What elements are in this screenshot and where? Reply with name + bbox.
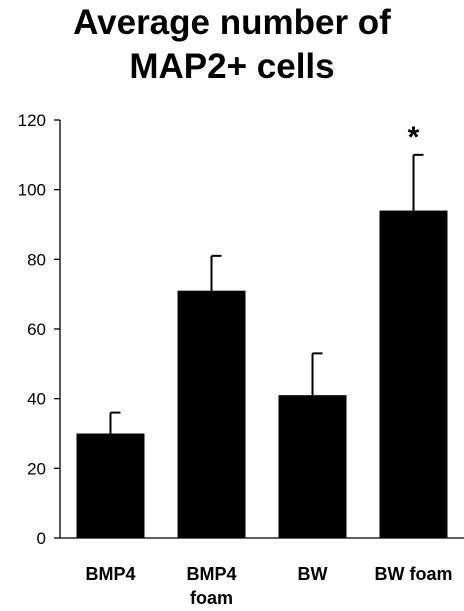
y-tick-label: 20 xyxy=(27,459,46,478)
chart-title: Average number of MAP2+ cells xyxy=(73,3,391,86)
bars xyxy=(76,210,448,539)
chart-title-line: MAP2+ cells xyxy=(129,47,334,86)
annotations: * xyxy=(408,121,420,154)
error-bars xyxy=(109,153,424,434)
chart-title-line: Average number of xyxy=(73,3,391,42)
x-tick-label: BMP4 xyxy=(186,564,236,584)
x-tick-label: BW foam xyxy=(375,564,453,584)
y-axis: 0 20 40 60 80 100 120 xyxy=(18,111,61,548)
x-axis: BMP4 BMP4 foam BW BW foam xyxy=(60,537,464,608)
bar xyxy=(379,210,448,539)
y-tick-label: 0 xyxy=(37,529,46,548)
x-tick-label: BMP4 xyxy=(85,564,135,584)
y-tick-label: 40 xyxy=(27,390,46,409)
significance-marker: * xyxy=(408,121,420,154)
x-tick-label: BW xyxy=(298,564,328,584)
y-tick-label: 120 xyxy=(18,111,46,130)
bar xyxy=(76,433,145,538)
bar xyxy=(177,290,246,538)
y-tick-label: 60 xyxy=(27,320,46,339)
y-tick-label: 100 xyxy=(18,181,46,200)
y-tick-label: 80 xyxy=(27,250,46,269)
bar xyxy=(278,395,347,538)
x-tick-label: foam xyxy=(190,588,233,608)
